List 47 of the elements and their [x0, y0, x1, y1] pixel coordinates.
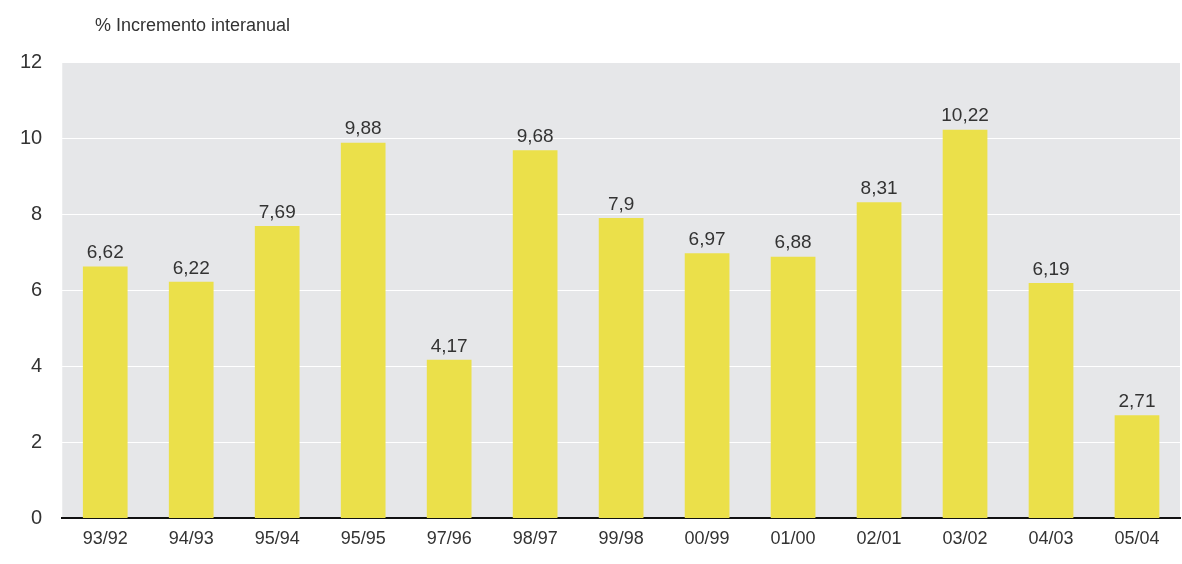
data-label: 8,31: [860, 177, 898, 199]
x-tick-label: 03/02: [942, 528, 988, 549]
x-tick-label: 95/94: [254, 528, 300, 549]
y-tick-label: 10: [20, 125, 43, 148]
data-label: 6,22: [172, 256, 210, 278]
bar: [942, 129, 988, 518]
bar: [426, 359, 472, 518]
bar: [340, 142, 386, 518]
bar: [684, 253, 730, 518]
y-tick-label: 6: [31, 277, 43, 300]
data-label: 10,22: [941, 104, 989, 126]
bar: [512, 150, 558, 518]
x-tick-label: 93/92: [82, 528, 128, 549]
x-tick-label: 98/97: [512, 528, 558, 549]
x-tick-label: 97/96: [426, 528, 472, 549]
bar: [770, 256, 816, 518]
bar: [1028, 282, 1074, 518]
x-tick-label: 99/98: [598, 528, 644, 549]
bar: [168, 281, 214, 518]
y-tick-label: 12: [20, 49, 43, 72]
data-label: 9,88: [344, 117, 382, 139]
data-label: 6,62: [86, 241, 124, 263]
x-tick-label: 95/95: [340, 528, 386, 549]
x-tick-label: 94/93: [168, 528, 214, 549]
data-label: 2,71: [1118, 390, 1156, 412]
y-axis-title: % Incremento interanual: [95, 14, 291, 35]
data-label: 9,68: [516, 124, 554, 146]
y-tick-label: 8: [31, 201, 43, 224]
x-tick-label: 01/00: [770, 528, 816, 549]
bar: [254, 225, 300, 518]
y-tick-label: 4: [31, 353, 43, 376]
bar: [82, 266, 128, 518]
x-tick-label: 02/01: [856, 528, 902, 549]
bar: [598, 217, 644, 518]
data-label: 4,17: [430, 334, 468, 356]
x-tick-label: 05/04: [1114, 528, 1160, 549]
data-label: 7,9: [607, 192, 635, 214]
bar: [1114, 415, 1160, 518]
x-tick-label: 04/03: [1028, 528, 1074, 549]
data-label: 6,19: [1032, 257, 1070, 279]
data-label: 7,69: [258, 200, 296, 222]
data-label: 6,97: [688, 228, 726, 250]
y-tick-label: 0: [31, 505, 43, 528]
y-tick-label: 2: [31, 429, 43, 452]
bar: [856, 202, 902, 518]
x-tick-label: 00/99: [684, 528, 730, 549]
data-label: 6,88: [774, 231, 812, 253]
